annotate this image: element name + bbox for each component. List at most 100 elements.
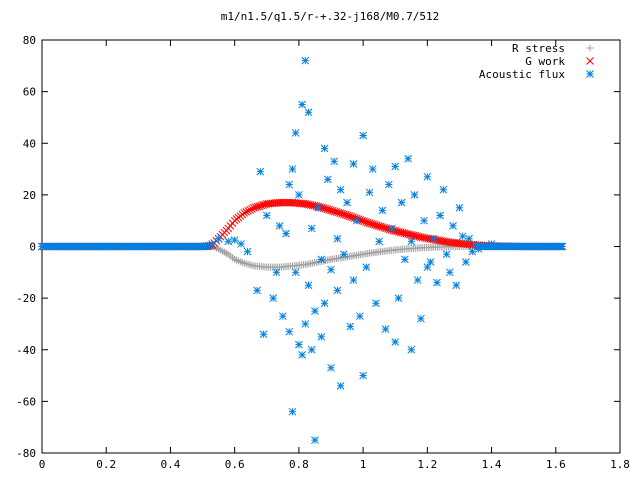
data-point [462, 258, 470, 266]
data-point [240, 209, 249, 217]
data-point [291, 129, 300, 137]
x-tick-label: 1.8 [610, 458, 630, 471]
data-point [272, 268, 281, 277]
legend-label: Acoustic flux [479, 68, 565, 81]
data-point [445, 268, 454, 277]
data-point [401, 255, 409, 264]
legend-marker [586, 70, 594, 78]
data-point [417, 314, 425, 323]
data-point [391, 338, 400, 346]
x-tick-label: 0 [39, 458, 46, 471]
data-point [262, 211, 271, 220]
x-tick-label: 1.2 [417, 458, 437, 471]
x-tick-label: 1.6 [546, 458, 566, 471]
data-point [307, 224, 316, 233]
data-point [356, 312, 364, 321]
data-point [384, 180, 393, 189]
data-point [242, 208, 251, 216]
data-point [244, 207, 253, 215]
y-tick-label: 40 [23, 137, 36, 150]
data-point [365, 188, 374, 197]
data-point [330, 157, 339, 166]
data-point [295, 191, 303, 199]
y-tick-label: 0 [29, 241, 36, 254]
data-point [333, 286, 342, 295]
data-point [468, 247, 477, 256]
data-point [436, 211, 445, 220]
data-point [455, 203, 464, 212]
legend-label: R stress [512, 42, 565, 55]
data-point [394, 294, 403, 302]
data-point [275, 221, 284, 230]
data-point [278, 312, 287, 321]
data-point [381, 325, 390, 333]
data-point [301, 56, 310, 65]
data-point [214, 234, 223, 243]
legend-marker [586, 44, 594, 52]
data-point [346, 322, 355, 331]
data-point [439, 185, 448, 194]
data-point [407, 345, 416, 354]
data-point [343, 198, 351, 207]
data-point [375, 237, 384, 246]
data-point [320, 144, 329, 153]
data-point [311, 307, 319, 315]
data-points [38, 56, 567, 444]
data-point [282, 229, 290, 238]
data-point [301, 320, 310, 328]
data-point [413, 276, 422, 284]
data-point [253, 286, 261, 295]
y-tick-label: 60 [23, 86, 36, 99]
data-point [327, 363, 335, 372]
data-point [323, 175, 332, 184]
data-point [368, 165, 377, 173]
data-point [407, 237, 416, 246]
data-point [283, 198, 291, 207]
y-tick-label: 20 [23, 189, 36, 202]
data-point [388, 224, 396, 233]
y-tick-label: 80 [23, 34, 36, 47]
data-point [557, 242, 566, 251]
data-point [429, 234, 438, 243]
data-point [404, 154, 412, 163]
data-point [372, 299, 380, 308]
data-point [423, 172, 432, 181]
data-point [285, 327, 294, 336]
data-point [349, 160, 358, 168]
data-point [317, 255, 326, 264]
data-point [230, 236, 239, 244]
x-tick-label: 0.6 [225, 458, 245, 471]
data-point [243, 247, 252, 256]
data-point [279, 198, 288, 207]
data-point [203, 242, 212, 251]
data-point [277, 198, 286, 207]
data-point [426, 258, 435, 266]
data-point [397, 198, 406, 207]
data-point [314, 203, 323, 212]
data-point [224, 237, 233, 246]
data-point [298, 351, 306, 359]
data-point [291, 268, 300, 277]
chart-title: m1/n1.5/q1.5/r-+.32-j168/M0.7/512 [221, 10, 440, 23]
series-acoustic-flux [38, 56, 567, 444]
x-tick-label: 0.2 [96, 458, 116, 471]
x-tick-label: 1.4 [482, 458, 502, 471]
data-point [349, 276, 358, 284]
series-g-work [38, 198, 567, 251]
data-point [458, 232, 467, 241]
data-point [452, 281, 461, 290]
data-point [420, 216, 428, 225]
x-tick-label: 0.8 [289, 458, 309, 471]
data-point [246, 205, 254, 214]
x-tick-label: 0.4 [161, 458, 181, 471]
data-point [288, 407, 297, 416]
y-tick-label: -80 [16, 447, 36, 460]
data-point [465, 234, 473, 243]
data-point [336, 185, 345, 194]
legend-label: G work [525, 55, 565, 68]
data-point [248, 261, 256, 269]
data-point [259, 330, 268, 339]
data-point [362, 263, 371, 272]
